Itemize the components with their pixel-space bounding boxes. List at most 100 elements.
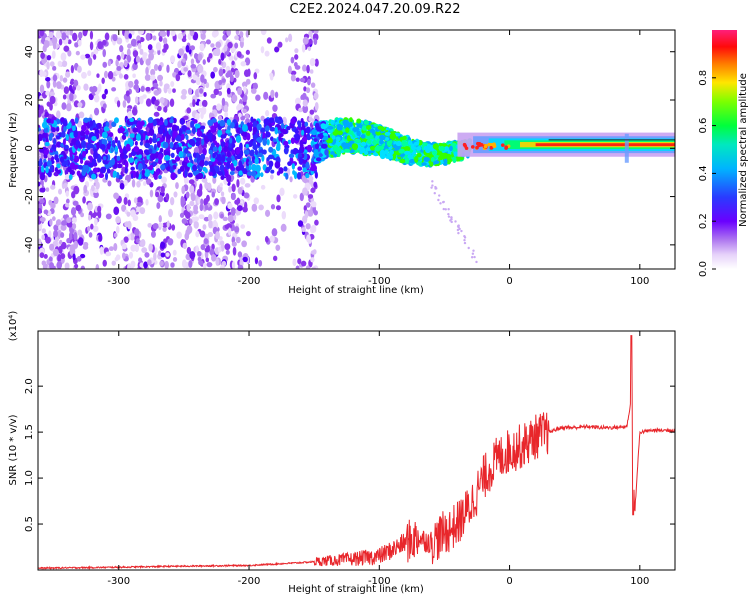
- spectrogram-cell: [236, 205, 243, 212]
- colorbar-gradient: [712, 30, 737, 269]
- spectrogram-cell: [277, 41, 283, 48]
- spectrogram-cell: [157, 158, 163, 165]
- x-tick-label: 0: [506, 276, 512, 287]
- spectrogram-cell: [345, 127, 350, 134]
- spectrogram-cell: [142, 181, 147, 186]
- spectrogram-cell: [95, 264, 100, 269]
- spectrogram-cell: [74, 42, 79, 48]
- spectrogram-cell: [186, 246, 192, 254]
- spectrogram-cell: [302, 163, 307, 169]
- spectrogram-cell: [80, 212, 85, 218]
- spectrogram-cell: [215, 258, 220, 266]
- spectrogram-cell: [239, 142, 243, 151]
- spectrogram-cell: [333, 153, 338, 158]
- spectrogram-cell: [124, 160, 129, 169]
- spectrogram-cell: [69, 149, 73, 158]
- spectrogram-cell: [315, 157, 322, 162]
- spectrogram-cell: [282, 116, 287, 126]
- spectrogram-cell: [433, 192, 436, 195]
- spectrogram-cell: [460, 229, 463, 233]
- x-tick-label: -100: [368, 276, 391, 287]
- spectrogram-cell: [256, 123, 262, 131]
- spectrogram-cell: [320, 143, 328, 149]
- spectrogram-cell: [240, 36, 245, 43]
- spectrogram-cell: [111, 140, 116, 148]
- spectrogram-cell: [160, 252, 166, 258]
- spectrogram-cell: [223, 145, 228, 152]
- snr-y-ticks: 0.5 1.0 1.5 2.0: [24, 378, 675, 532]
- spectrogram-cell: [84, 129, 90, 136]
- spectrogram-cell: [188, 179, 195, 185]
- spectrogram-cell: [91, 184, 95, 192]
- spectrogram-cell: [62, 94, 67, 100]
- spectrogram-cell: [65, 133, 69, 141]
- spectrogram-cell: [234, 199, 240, 205]
- spectrogram-cell: [245, 78, 251, 85]
- spectrogram-cell: [70, 64, 75, 74]
- spectrogram-cell: [318, 153, 323, 158]
- spectrogram-cell: [145, 66, 149, 76]
- spectrogram-cell: [111, 87, 117, 92]
- spectrogram-cell: [140, 134, 144, 143]
- spectrogram-cell: [203, 238, 209, 245]
- spectrogram-cell: [69, 162, 76, 170]
- spectrogram-cell: [56, 169, 62, 174]
- spectrogram-cell: [76, 84, 81, 91]
- spectrogram-cell: [169, 98, 175, 107]
- spectrogram-cell: [275, 205, 282, 211]
- spectrogram-cell: [295, 77, 300, 82]
- spectrogram-cell: [298, 107, 303, 113]
- spectrogram-cell: [302, 104, 309, 114]
- spectrogram-cell: [288, 153, 295, 159]
- spectrogram-cell: [310, 224, 317, 233]
- spectrogram-cell: [185, 191, 190, 199]
- spectrogram-cell: [431, 150, 437, 155]
- spectrogram-cell: [194, 52, 198, 59]
- spectrogram-cell: [251, 155, 256, 163]
- spectrogram-cell: [49, 95, 56, 105]
- spectrogram-cell: [270, 136, 274, 142]
- spectrogram-cell: [280, 122, 285, 129]
- spectrogram-cell: [68, 231, 73, 241]
- spectrogram-cell: [202, 59, 206, 65]
- spectrogram-cell: [39, 84, 45, 94]
- spectrogram-cell: [127, 199, 131, 207]
- spectrogram-cell: [241, 240, 247, 248]
- spectrogram-cell: [45, 187, 50, 192]
- spectrogram-cell: [114, 136, 118, 144]
- spectrogram-cell: [328, 138, 333, 144]
- spectrogram-cell: [354, 139, 361, 144]
- spectrogram-cell: [149, 189, 154, 198]
- spectrogram-cell: [221, 196, 226, 205]
- spectrogram-cell: [224, 224, 230, 230]
- spectrogram-cell: [302, 99, 308, 107]
- spectrogram-cell: [458, 227, 461, 231]
- spectrogram-cell: [153, 173, 158, 180]
- spectrogram-cell: [268, 117, 275, 124]
- spectrogram-cell: [88, 143, 95, 149]
- spectrogram-cell: [49, 91, 55, 97]
- spectrogram-cell: [236, 51, 242, 58]
- spectrogram-cell: [218, 115, 223, 121]
- spectrogram-cell: [139, 207, 146, 215]
- spectrogram-cell: [102, 103, 107, 109]
- spectrogram-cell: [185, 178, 189, 184]
- spectrogram-cell: [69, 30, 73, 36]
- spectrogram-cell: [195, 245, 199, 254]
- spectrogram-cell: [274, 46, 280, 53]
- spectrogram-cell: [431, 184, 434, 187]
- spectrogram-cell: [200, 32, 206, 41]
- spectrogram-cell: [356, 118, 362, 124]
- spectrogram-cell: [73, 231, 78, 241]
- spectrogram-cell: [145, 32, 151, 41]
- spectrogram-cell: [203, 160, 209, 166]
- spectrogram-cell: [207, 213, 213, 221]
- spectrogram-cell: [300, 118, 304, 123]
- spectrogram-cell: [166, 166, 171, 172]
- spectrogram-cell: [202, 262, 207, 269]
- spectrogram-cell: [139, 48, 144, 55]
- spectrogram-cell: [132, 50, 139, 58]
- spectrogram-cell: [456, 228, 460, 232]
- spectrogram-cell: [410, 143, 415, 151]
- spectrogram-cell: [61, 32, 67, 41]
